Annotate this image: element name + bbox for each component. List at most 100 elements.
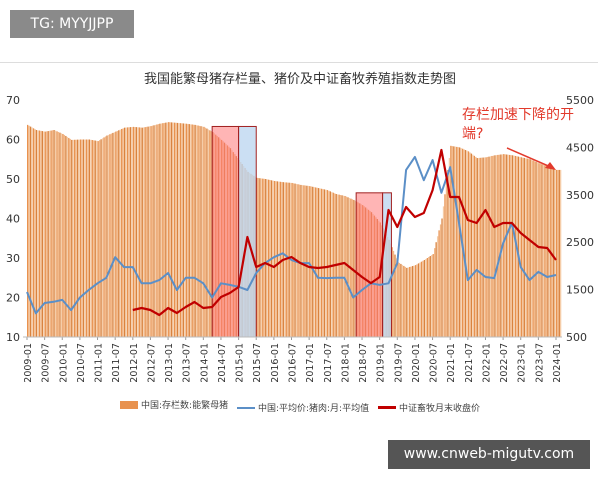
sow-bar <box>510 155 512 337</box>
sow-bar <box>556 169 558 337</box>
sow-bar <box>453 146 455 337</box>
sow-bar <box>435 242 437 337</box>
sow-bar <box>519 156 521 337</box>
sow-bar <box>141 127 143 338</box>
sow-bar <box>171 122 173 337</box>
sow-bar <box>539 163 542 337</box>
sow-bar <box>118 130 120 337</box>
left-axis-tick: 70 <box>6 94 20 107</box>
x-axis-tick: 2018-07 <box>358 343 369 383</box>
sow-bar <box>279 181 282 337</box>
sow-bar <box>165 122 167 337</box>
sow-bar <box>47 131 49 337</box>
sow-bar <box>113 132 115 337</box>
pork-price-line <box>26 155 557 315</box>
sow-bar <box>301 185 304 337</box>
sow-bar <box>37 130 39 337</box>
sow-bar <box>544 165 546 337</box>
sow-bar <box>169 122 171 337</box>
legend-swatch <box>377 405 396 409</box>
sow-bar <box>467 151 470 337</box>
sow-bar <box>203 126 205 337</box>
right-axis-tick: 3500 <box>566 189 594 202</box>
sow-bar <box>27 124 29 337</box>
sow-bar <box>508 154 511 337</box>
sow-bar <box>557 169 559 337</box>
sow-bar <box>489 156 492 337</box>
sow-bar <box>542 164 545 337</box>
sow-bar <box>182 123 185 337</box>
sow-bar <box>500 154 502 337</box>
sow-bar <box>456 146 458 337</box>
sow-bar <box>197 125 199 337</box>
left-axis-tick: 30 <box>6 252 20 265</box>
sow-bar <box>41 131 43 337</box>
sow-bar <box>166 122 168 337</box>
x-axis-tick: 2023-01 <box>517 343 528 383</box>
sow-bar <box>304 185 307 337</box>
sow-bar <box>341 195 343 337</box>
sow-bar <box>66 136 68 337</box>
sow-bar <box>459 147 461 337</box>
x-axis-tick: 2021-07 <box>464 343 475 383</box>
sow-bar <box>162 123 164 337</box>
sow-bar <box>262 178 264 337</box>
sow-bar <box>413 265 415 337</box>
sow-bar <box>38 130 41 337</box>
sow-bar <box>353 199 355 337</box>
sow-bar <box>104 136 107 337</box>
sow-bar <box>438 230 440 337</box>
sow-bar <box>99 140 101 337</box>
sow-bar <box>175 122 177 337</box>
sow-bar <box>135 127 138 337</box>
sow-bar <box>450 145 452 337</box>
sow-bar <box>82 139 85 337</box>
sow-bar <box>163 122 165 337</box>
sow-bar <box>422 260 424 337</box>
x-axis-tick: 2017-01 <box>305 343 316 383</box>
sow-bar <box>472 154 474 337</box>
sow-bar <box>466 150 468 337</box>
left-axis-tick: 60 <box>6 134 20 147</box>
sow-bar <box>100 139 102 337</box>
sow-bar <box>288 182 290 337</box>
sow-bar <box>65 135 67 337</box>
sow-bar <box>554 169 556 337</box>
sow-bar <box>278 181 280 337</box>
sow-bar <box>338 194 340 337</box>
sow-bar <box>448 157 451 337</box>
sow-bar <box>101 138 104 337</box>
sow-bar <box>131 126 133 337</box>
sow-bar <box>451 146 453 337</box>
sow-bar <box>507 154 509 337</box>
sow-bar <box>328 190 330 337</box>
sow-bar <box>525 158 527 337</box>
sow-bar <box>123 127 126 338</box>
sow-bar <box>469 152 471 337</box>
sow-bar <box>193 124 195 337</box>
sow-bar <box>494 155 496 337</box>
sow-bar <box>511 155 514 337</box>
left-axis-tick: 40 <box>6 213 20 226</box>
watermark-top: TG: MYYJJPP <box>10 10 134 38</box>
sow-bar <box>187 123 189 338</box>
sow-bar <box>269 179 271 337</box>
legend-item-sows: 中国:存栏数:能繁母猪 <box>120 398 228 411</box>
x-axis-tick: 2014-01 <box>199 343 210 383</box>
legend-label: 中国:平均价:猪肉:月:平均值 <box>257 404 370 414</box>
sow-bar <box>201 126 204 338</box>
sow-bar <box>178 123 180 338</box>
sow-bar <box>417 263 420 337</box>
sow-bar <box>91 140 93 337</box>
sow-bar <box>94 140 96 337</box>
highlight-blue <box>238 125 257 338</box>
sow-bar <box>144 127 146 337</box>
left-axis-tick: 10 <box>6 331 20 344</box>
sow-bar <box>57 131 60 337</box>
x-axis-tick: 2012-01 <box>129 343 140 383</box>
sow-bar <box>492 155 495 337</box>
sow-bar <box>71 139 73 337</box>
sow-bar <box>481 157 483 337</box>
sow-bar <box>394 254 396 337</box>
